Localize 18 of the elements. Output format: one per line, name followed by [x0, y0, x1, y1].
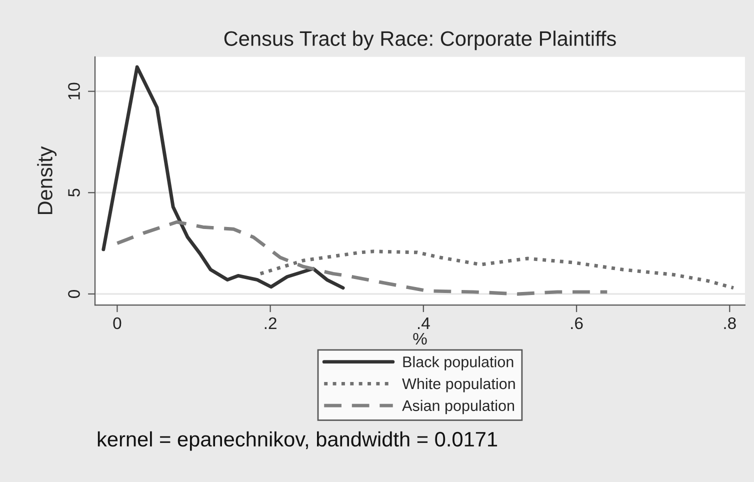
x-tick-label: .8	[724, 317, 736, 330]
line-series	[115, 220, 609, 296]
y-tick-label: 0	[68, 290, 80, 298]
x-tick-label: .2	[264, 317, 276, 329]
x-tick-label: .6	[571, 317, 583, 330]
line-series	[102, 65, 345, 290]
text: kernel = epanechnikov, bandwidth = 0.0171	[98, 431, 498, 451]
legend-label: Asian population	[402, 400, 514, 414]
x-tick-label: 0	[113, 317, 122, 330]
legend-label: Black population	[403, 356, 514, 370]
y-axis-title: Density	[37, 146, 57, 214]
x-axis-title: %	[413, 332, 427, 345]
x-tick-label: .4	[418, 318, 430, 329]
line-series	[258, 250, 736, 290]
y-tick-label: 5	[68, 188, 80, 197]
legend-label: White population	[402, 378, 515, 392]
chart-title: Census Tract by Race: Corporate Plaintiffs	[224, 30, 616, 50]
y-tick-label: 10	[68, 82, 80, 100]
